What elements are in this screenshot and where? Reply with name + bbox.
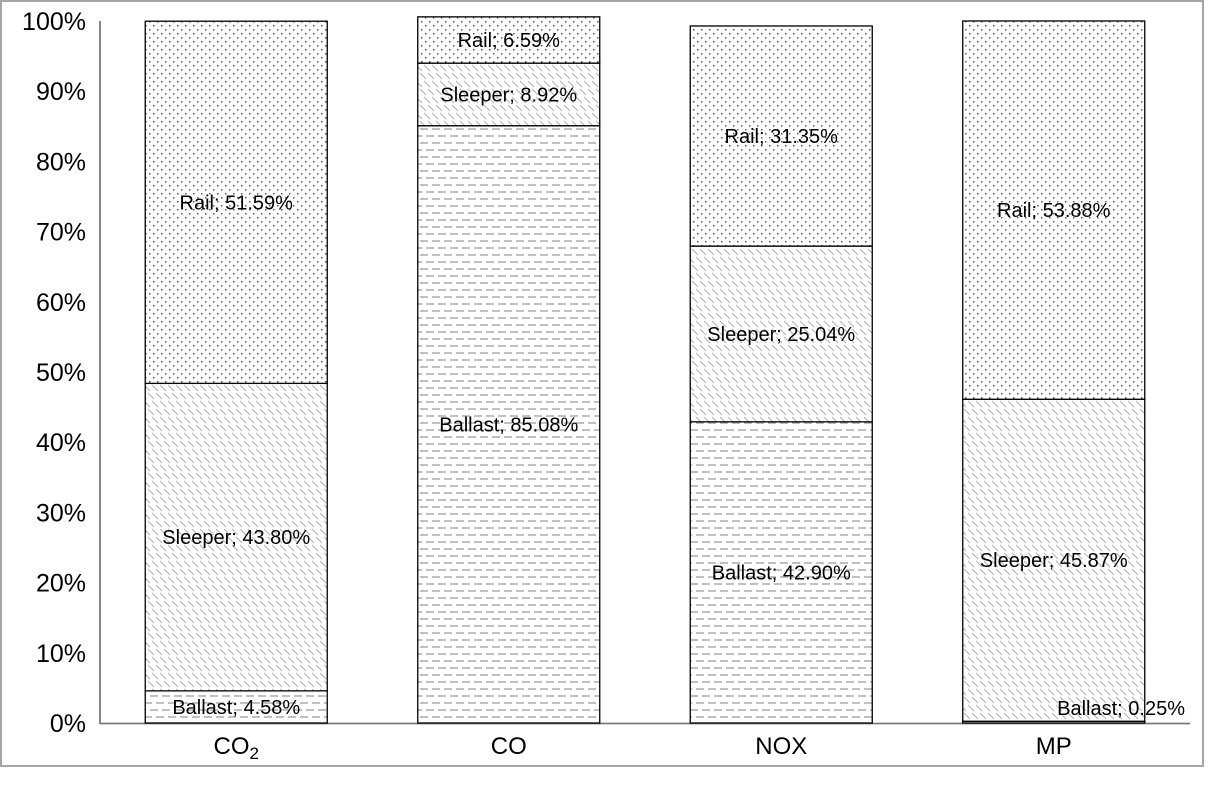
data-label-ballast-cat0: Ballast; 4.58% [172,697,300,719]
bar-segment-ballast-cat1 [417,125,601,724]
chart-frame-border [0,0,1204,767]
bar-segment-sleeper-cat0 [144,382,328,692]
bar-segment-sleeper-cat2 [689,245,873,423]
y-tick-label-20: 20% [36,570,86,598]
data-label-ballast-cat2: Ballast; 42.90% [712,562,851,584]
y-tick-label-90: 90% [36,78,86,106]
x-axis-label-0: CO2 [214,733,259,763]
y-tick-label-50: 50% [36,359,86,387]
data-label-rail-cat1: Rail; 6.59% [458,30,560,52]
data-label-rail-cat2: Rail; 31.35% [725,126,839,148]
x-axis-label-2: NOX [755,733,807,760]
data-label-sleeper-cat2: Sleeper; 25.04% [707,324,855,346]
y-tick-label-40: 40% [36,429,86,457]
bar-segment-rail-cat1 [417,16,601,64]
plot-area: 0% 10% 20% 30% 40% 50% 60% 70% 80% 90% 100% CO2 CO NO… [0,0,1204,767]
y-tick-label-70: 70% [36,219,86,247]
bar-segment-ballast-cat2 [689,421,873,724]
data-label-sleeper-cat1: Sleeper; 8.92% [440,84,577,106]
data-label-sleeper-cat0: Sleeper; 43.80% [162,527,310,549]
data-label-ballast-cat1: Ballast; 85.08% [439,414,578,436]
y-tick-label-60: 60% [36,289,86,317]
y-tick-label-30: 30% [36,499,86,527]
bar-segment-sleeper-cat1 [417,62,601,127]
data-label-rail-cat3: Rail; 53.88% [997,200,1111,222]
x-axis-label-subscript-0: 2 [250,744,259,763]
y-tick-label-0: 0% [50,710,86,738]
y-tick-label-80: 80% [36,148,86,176]
bar-segment-rail-cat0 [144,20,328,385]
y-tick-label-10: 10% [36,640,86,668]
data-label-sleeper-cat3: Sleeper; 45.87% [980,550,1128,572]
data-label-rail-cat0: Rail; 51.59% [180,192,294,214]
data-label-ballast-cat3: Ballast; 0.25% [1057,698,1185,720]
bar-segment-rail-cat2 [689,25,873,247]
x-axis-label-3: MP [1036,733,1072,760]
bar-segment-sleeper-cat3 [962,398,1146,722]
y-tick-label-100: 100% [22,8,86,36]
x-axis-label-1: CO [491,733,527,760]
bar-segment-rail-cat3 [962,20,1146,400]
